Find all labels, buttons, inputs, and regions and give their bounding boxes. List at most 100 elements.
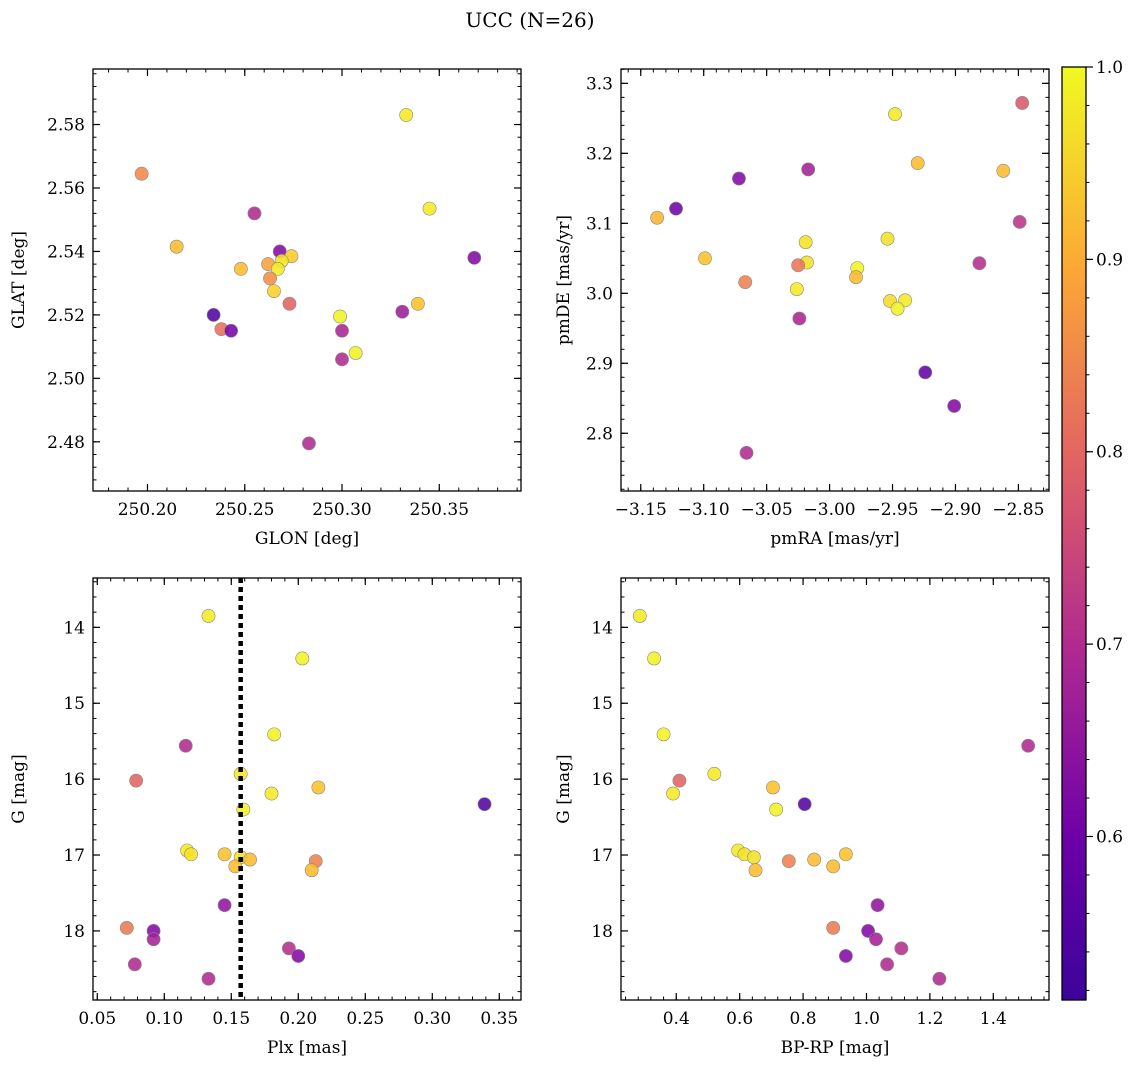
y-axis-label: G [mag] bbox=[9, 754, 29, 823]
y-tick-label: 3.1 bbox=[586, 214, 613, 234]
data-point bbox=[894, 941, 909, 956]
data-point bbox=[1012, 215, 1027, 229]
axes-frame bbox=[92, 577, 522, 1001]
data-point bbox=[206, 308, 221, 322]
axes-frame bbox=[620, 577, 1050, 1001]
data-point bbox=[947, 399, 962, 413]
data-point bbox=[333, 309, 347, 324]
data-point bbox=[134, 166, 149, 181]
data-point bbox=[169, 239, 184, 254]
data-point bbox=[650, 210, 665, 225]
y-tick-label: 18 bbox=[63, 922, 85, 942]
data-point bbox=[348, 346, 363, 360]
data-point bbox=[781, 854, 796, 869]
data-point bbox=[792, 311, 807, 326]
data-point bbox=[766, 780, 780, 795]
x-tick-label: 250.35 bbox=[410, 500, 469, 520]
y-tick-label: 16 bbox=[591, 770, 613, 790]
data-point bbox=[201, 609, 216, 623]
data-point bbox=[129, 773, 144, 788]
data-point bbox=[264, 786, 279, 801]
data-point bbox=[410, 296, 425, 311]
x-tick-label: 0.35 bbox=[480, 1009, 518, 1029]
data-point bbox=[247, 206, 262, 221]
x-tick-label: −3.15 bbox=[615, 500, 667, 520]
data-point bbox=[270, 261, 285, 276]
panel-pmra-pmde: −3.15 −3.10 −3.05 −3.00 −2.95 −2.90 −2.85 2.8 2.… bbox=[554, 68, 1050, 549]
y-axis-label: GLAT [deg] bbox=[9, 231, 29, 329]
data-point bbox=[282, 941, 296, 956]
data-point bbox=[972, 256, 987, 271]
y-tick-label: 17 bbox=[63, 846, 85, 866]
data-point bbox=[996, 163, 1011, 178]
y-tick-label: 2.54 bbox=[47, 242, 85, 262]
colorbar-tick-label: 0.7 bbox=[1096, 635, 1123, 655]
data-point bbox=[798, 235, 813, 250]
data-point bbox=[224, 323, 239, 338]
data-point bbox=[395, 304, 410, 319]
x-tick-label: −2.95 bbox=[866, 500, 918, 520]
data-point bbox=[632, 609, 647, 623]
x-tick-label: −2.85 bbox=[992, 500, 1044, 520]
y-tick-label: 14 bbox=[591, 618, 613, 638]
data-point bbox=[217, 847, 232, 862]
axes-frame bbox=[92, 68, 522, 492]
data-point bbox=[146, 932, 161, 947]
data-point bbox=[201, 971, 216, 986]
panel-glon-glat: 250.20 250.25 250.30 250.35 2.48 2.50 2.52 2.54… bbox=[9, 68, 522, 549]
data-point bbox=[302, 436, 316, 451]
data-point bbox=[932, 971, 947, 986]
y-tick-label: 16 bbox=[63, 770, 85, 790]
data-point bbox=[707, 766, 722, 781]
data-point bbox=[119, 920, 134, 935]
data-point bbox=[477, 797, 492, 812]
data-point bbox=[178, 738, 193, 753]
x-tick-label: 250.20 bbox=[118, 500, 177, 520]
data-point bbox=[311, 780, 326, 795]
data-point bbox=[672, 773, 687, 788]
x-tick-label: 250.25 bbox=[215, 500, 274, 520]
data-point bbox=[282, 296, 297, 311]
data-point bbox=[233, 261, 248, 276]
y-tick-label: 2.48 bbox=[47, 433, 85, 453]
data-point bbox=[747, 850, 761, 865]
x-tick-label: 0.30 bbox=[413, 1009, 451, 1029]
y-tick-label: 17 bbox=[591, 846, 613, 866]
data-point bbox=[910, 156, 925, 171]
axes-frame bbox=[620, 68, 1050, 492]
data-point bbox=[918, 365, 933, 380]
y-tick-label: 3.3 bbox=[586, 74, 613, 94]
data-point bbox=[184, 847, 198, 862]
x-tick-label: 0.20 bbox=[279, 1009, 317, 1029]
colorbar-tick-label: 1.0 bbox=[1096, 58, 1123, 78]
minor-ticks bbox=[621, 68, 1049, 491]
x-tick-label: 0.05 bbox=[78, 1009, 116, 1029]
data-point bbox=[791, 258, 806, 273]
x-tick-label: 0.15 bbox=[212, 1009, 250, 1029]
data-point bbox=[739, 445, 754, 460]
data-point bbox=[748, 863, 763, 878]
data-point bbox=[789, 282, 804, 296]
x-tick-label: −3.10 bbox=[678, 500, 730, 520]
data-point bbox=[826, 859, 841, 874]
data-point bbox=[807, 852, 822, 867]
colorbar-gradient bbox=[1061, 66, 1087, 1001]
data-point bbox=[880, 957, 894, 972]
minor-ticks bbox=[93, 69, 521, 491]
x-tick-label: 1.0 bbox=[853, 1009, 880, 1029]
data-point bbox=[647, 651, 661, 666]
y-tick-label: 15 bbox=[63, 694, 85, 714]
y-tick-label: 2.9 bbox=[586, 354, 613, 374]
data-point bbox=[295, 651, 310, 666]
data-point bbox=[467, 250, 482, 265]
data-point bbox=[399, 108, 414, 122]
data-point bbox=[826, 920, 841, 935]
data-point bbox=[335, 352, 349, 367]
data-point bbox=[732, 171, 746, 186]
data-point bbox=[769, 802, 784, 817]
data-point bbox=[267, 727, 282, 742]
data-point bbox=[890, 301, 905, 316]
y-tick-label: 15 bbox=[591, 694, 613, 714]
y-tick-label: 18 bbox=[591, 922, 613, 942]
